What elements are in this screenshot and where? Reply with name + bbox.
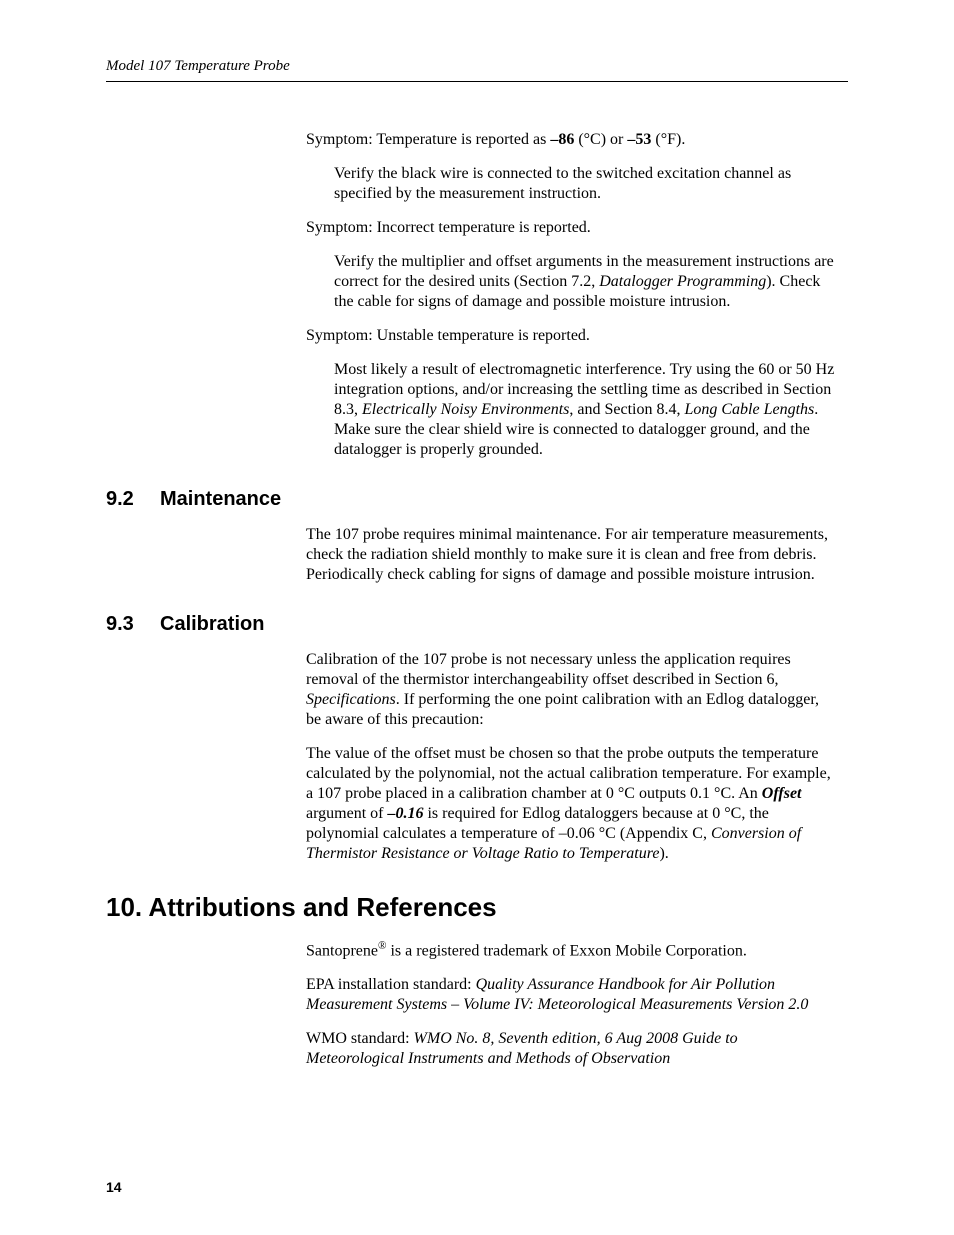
symptom-3-fix: Most likely a result of electromagnetic … [334, 360, 836, 460]
heading-9-3-title: Calibration [160, 613, 264, 635]
sec-10-p1: Santoprene® is a registered trademark of… [306, 939, 836, 961]
symptom-1-fix: Verify the black wire is connected to th… [334, 164, 836, 204]
sec-10-p3a: WMO standard: [306, 1030, 414, 1047]
symptom-1-mid1: (°C) or [574, 131, 627, 148]
sec-10-p1b: is a registered trademark of Exxon Mobil… [386, 942, 746, 959]
sec-9-3-offset-label: Offset [762, 785, 802, 802]
heading-10-num: 10. [106, 892, 142, 922]
symptom-1-prefix: Symptom: Temperature is reported as [306, 131, 550, 148]
symptom-3-fix-b: , and Section 8.4, [569, 401, 684, 418]
sec-9-3-p1: Calibration of the 107 probe is not nece… [306, 650, 836, 730]
sec-10-p3: WMO standard: WMO No. 8, Seventh edition… [306, 1029, 836, 1069]
sec-9-3-p2a: The value of the offset must be chosen s… [306, 745, 831, 802]
page-number: 14 [106, 1179, 122, 1195]
running-header: Model 107 Temperature Probe [106, 58, 848, 82]
heading-10: 10. Attributions and References [106, 892, 848, 923]
symptom-1-value-c: –86 [550, 131, 574, 148]
sec-9-3-p2d: ). [659, 845, 668, 862]
heading-9-3-num: 9.3 [106, 613, 160, 636]
sec-9-3-p1a: Calibration of the 107 probe is not nece… [306, 651, 791, 688]
sec-10-p1a: Santoprene [306, 942, 378, 959]
sec-10-p2a: EPA installation standard: [306, 976, 476, 993]
heading-10-title: Attributions and References [148, 892, 496, 922]
symptom-1-mid2: (°F). [651, 131, 685, 148]
sec-9-3-p2: The value of the offset must be chosen s… [306, 744, 836, 864]
body-column: Symptom: Temperature is reported as –86 … [306, 130, 836, 460]
heading-9-3: 9.3Calibration [106, 613, 848, 636]
heading-9-2: 9.2Maintenance [106, 488, 848, 511]
symptom-2-fix: Verify the multiplier and offset argumen… [334, 252, 836, 312]
sec-9-2-body: The 107 probe requires minimal maintenan… [306, 525, 836, 585]
sec-9-3-p1ref: Specifications [306, 691, 396, 708]
sec-10-p2: EPA installation standard: Quality Assur… [306, 975, 836, 1015]
sec-9-2-para: The 107 probe requires minimal maintenan… [306, 525, 836, 585]
symptom-1-value-f: –53 [627, 131, 651, 148]
symptom-3: Symptom: Unstable temperature is reporte… [306, 326, 836, 346]
heading-9-2-title: Maintenance [160, 488, 281, 510]
header-title: Model 107 Temperature Probe [106, 58, 290, 74]
symptom-3-ref1: Electrically Noisy Environments [362, 401, 569, 418]
sec-9-3-p2b: argument of [306, 805, 387, 822]
sec-10-body: Santoprene® is a registered trademark of… [306, 939, 836, 1069]
sec-9-3-body: Calibration of the 107 probe is not nece… [306, 650, 836, 864]
sec-9-3-offset-value: –0.16 [387, 805, 423, 822]
symptom-1: Symptom: Temperature is reported as –86 … [306, 130, 836, 150]
symptom-3-ref2: Long Cable Lengths [684, 401, 814, 418]
heading-9-2-num: 9.2 [106, 488, 160, 511]
symptom-2: Symptom: Incorrect temperature is report… [306, 218, 836, 238]
symptom-2-ref: Datalogger Programming [599, 273, 766, 290]
page-container: Model 107 Temperature Probe Symptom: Tem… [0, 0, 954, 1069]
